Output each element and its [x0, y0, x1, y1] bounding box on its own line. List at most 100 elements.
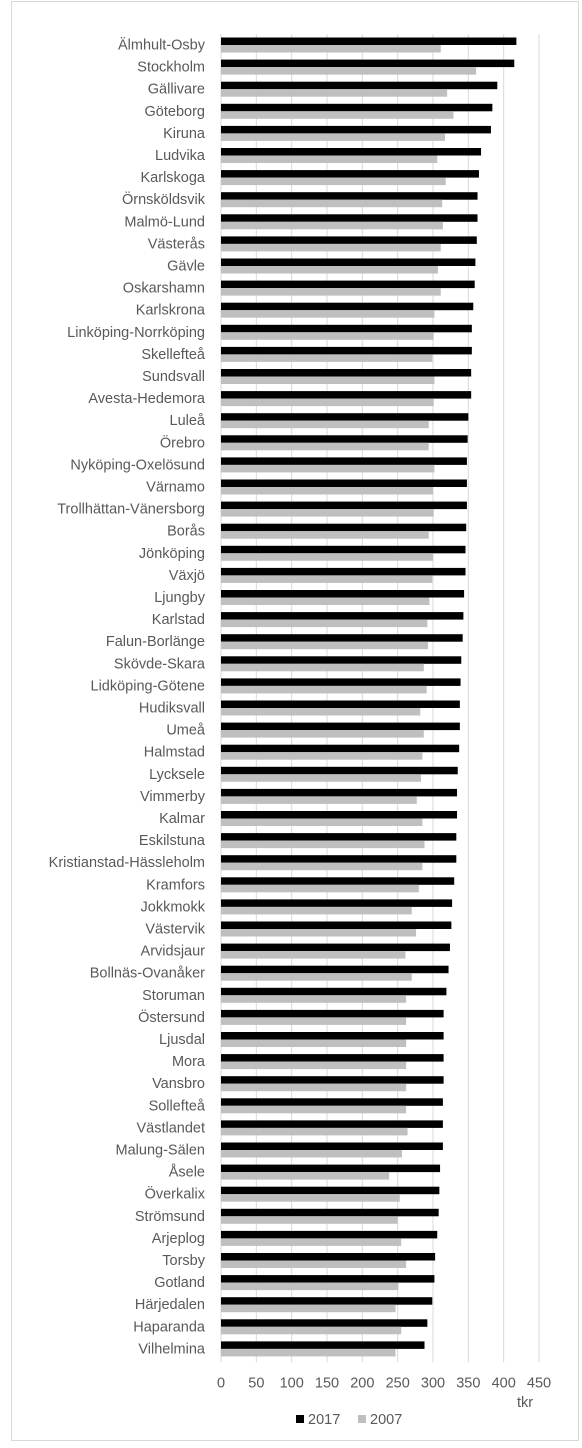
- category-label: Älmhult-Osby: [118, 37, 206, 54]
- bar-2007: [221, 1348, 396, 1357]
- bar-2017: [221, 545, 466, 554]
- bar-2007: [221, 884, 419, 893]
- bar-2017: [221, 523, 467, 532]
- category-label: Karlstad: [152, 612, 205, 628]
- bar-2007: [221, 310, 435, 318]
- category-label: Halmstad: [144, 745, 205, 761]
- category-label: Jönköping: [139, 546, 205, 562]
- bar-2007: [221, 1216, 398, 1224]
- bar-2007: [221, 442, 429, 451]
- bar-2007: [221, 1260, 407, 1268]
- bar-2007: [221, 509, 434, 517]
- x-tick-label: 450: [527, 1375, 551, 1391]
- bar-2017: [221, 700, 460, 708]
- bar-2017: [221, 855, 457, 863]
- bar-2017: [221, 1297, 433, 1305]
- category-label: Sollefteå: [149, 1098, 206, 1114]
- bar-2017: [221, 744, 460, 753]
- bar-2017: [221, 280, 475, 289]
- bar-2007: [221, 67, 477, 75]
- category-label: Göteborg: [145, 104, 205, 120]
- bar-2007: [221, 1172, 390, 1180]
- bar-2017: [221, 192, 478, 200]
- category-label: Gällivare: [148, 82, 205, 98]
- bar-2007: [221, 133, 446, 141]
- category-label: Örebro: [160, 433, 205, 451]
- category-label: Arvidsjaur: [141, 944, 206, 960]
- bar-2007: [221, 531, 429, 539]
- bar-2007: [221, 1150, 402, 1158]
- bar-2017: [221, 921, 452, 929]
- category-label: Karlskrona: [136, 303, 206, 319]
- category-label: Hudiksvall: [139, 701, 205, 717]
- category-label: Malmö-Lund: [124, 214, 205, 230]
- bar-2017: [221, 567, 466, 576]
- bar-2007: [221, 840, 425, 849]
- bar-2007: [221, 221, 443, 230]
- category-label: Åsele: [169, 1164, 205, 1181]
- bar-2007: [221, 774, 421, 782]
- bar-2007: [221, 818, 423, 826]
- category-label: Örnsköldsvik: [122, 190, 206, 208]
- category-label: Strömsund: [135, 1209, 205, 1225]
- bar-2007: [221, 752, 423, 760]
- category-labels: Älmhult-Osby Stockholm Gällivare Göteborg Ki…: [49, 37, 206, 1358]
- bar-2007: [221, 553, 433, 561]
- bar-2007: [221, 575, 433, 583]
- category-label: Vimmerby: [140, 789, 206, 805]
- category-label: Östersund: [138, 1008, 205, 1026]
- bar-2017: [221, 501, 467, 510]
- x-axis-unit-label: tkr: [517, 1395, 533, 1411]
- category-label: Umeå: [166, 723, 206, 739]
- bar-2017: [221, 1275, 435, 1283]
- bar-2017: [221, 324, 472, 333]
- category-label: Karlskoga: [141, 170, 206, 186]
- category-label: Haparanda: [133, 1319, 206, 1335]
- bar-2007: [221, 685, 427, 694]
- x-tick-label: 300: [421, 1375, 445, 1391]
- bar-2017: [221, 1186, 440, 1195]
- bar-2017: [221, 258, 476, 266]
- bar-2017: [221, 634, 463, 642]
- category-label: Borås: [167, 524, 205, 540]
- bar-2007: [221, 862, 423, 871]
- category-label: Luleå: [170, 413, 206, 429]
- bar-2017: [221, 678, 461, 686]
- bar-2017: [221, 987, 447, 996]
- bar-2007: [221, 1127, 408, 1136]
- bar-2017: [221, 1142, 443, 1150]
- bar-2017: [221, 369, 472, 377]
- gridlines: [220, 34, 540, 1363]
- bar-2007: [221, 45, 441, 53]
- bar-2007: [221, 177, 446, 186]
- bar-2007: [221, 951, 406, 959]
- category-label: Kalmar: [159, 811, 205, 827]
- bar-2007: [221, 1282, 399, 1291]
- x-tick-label: 250: [386, 1375, 410, 1391]
- x-tick-label: 100: [280, 1375, 304, 1391]
- bar-2017: [221, 1120, 443, 1128]
- bar-2007: [221, 420, 429, 429]
- x-axis-ticks: 0 50 100 150 200 250 300 350 400 450: [217, 1375, 551, 1391]
- bar-2007: [221, 332, 434, 340]
- category-label: Härjedalen: [135, 1297, 205, 1313]
- bar-2017: [221, 1341, 425, 1349]
- bar-2007: [221, 906, 412, 915]
- bar-2007: [221, 376, 435, 384]
- bar-2007: [221, 1039, 407, 1047]
- x-tick-label: 400: [492, 1375, 516, 1391]
- bar-2017: [221, 479, 467, 487]
- bar-2017: [221, 81, 498, 90]
- bar-2007: [221, 973, 412, 981]
- bar-2017: [221, 1253, 436, 1261]
- category-label: Torsby: [162, 1253, 205, 1269]
- category-label: Jokkmokk: [141, 899, 206, 915]
- category-label: Gotland: [154, 1275, 205, 1291]
- category-label: Sundsvall: [142, 369, 205, 385]
- category-label: Västerås: [148, 236, 205, 252]
- bar-2017: [221, 170, 479, 178]
- bar-2007: [221, 464, 435, 473]
- bar-2007: [221, 288, 441, 296]
- category-label: Lidköping-Götene: [91, 678, 205, 694]
- bar-2017: [221, 1076, 444, 1084]
